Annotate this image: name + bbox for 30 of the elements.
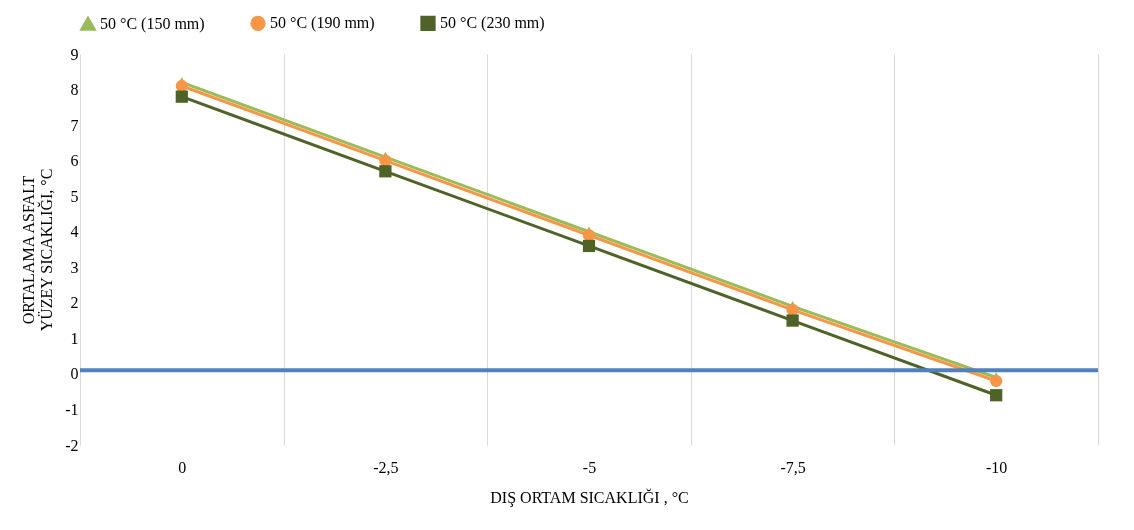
point: [990, 374, 1003, 388]
y-tick-label: 5: [70, 187, 79, 205]
y-tick-label: 0: [70, 365, 79, 383]
y-tick-label: 8: [70, 81, 79, 99]
legend-label: 50 °C (150 mm): [100, 14, 205, 33]
y-tick-label: 4: [70, 223, 79, 241]
y-tick-label: 2: [70, 294, 79, 312]
point: [582, 229, 596, 242]
point: [175, 79, 188, 93]
y-tick-label: -2: [65, 436, 79, 454]
y-tick-label: 3: [70, 258, 79, 276]
point: [379, 165, 392, 178]
point: [990, 389, 1003, 402]
y-axis-title: ORTALAMA ASFALT YÜZEY SICAKLIĞI, °C: [20, 168, 56, 332]
y-tick-label: 1: [70, 329, 79, 347]
point: [582, 239, 596, 253]
y-tick-label: -1: [65, 400, 79, 418]
x-tick-label: -10: [986, 458, 1008, 476]
y-tick-label: 6: [70, 152, 79, 170]
x-tick-label: 0: [178, 458, 187, 476]
x-tick-label: -5: [582, 458, 597, 476]
x-axis-title: DIŞ ORTAM SICAKLIĞI , °C: [490, 487, 689, 507]
x-tick-label: -7,5: [780, 458, 806, 476]
legend-label: 50 °C (230 mm): [440, 14, 545, 33]
point: [786, 314, 799, 327]
y-tick-label: 9: [70, 45, 79, 63]
point: [175, 90, 188, 103]
y-tick-label: 7: [70, 116, 79, 134]
x-tick-label: -2,5: [373, 458, 399, 476]
legend-label: 50 °C (190 mm): [270, 14, 375, 33]
